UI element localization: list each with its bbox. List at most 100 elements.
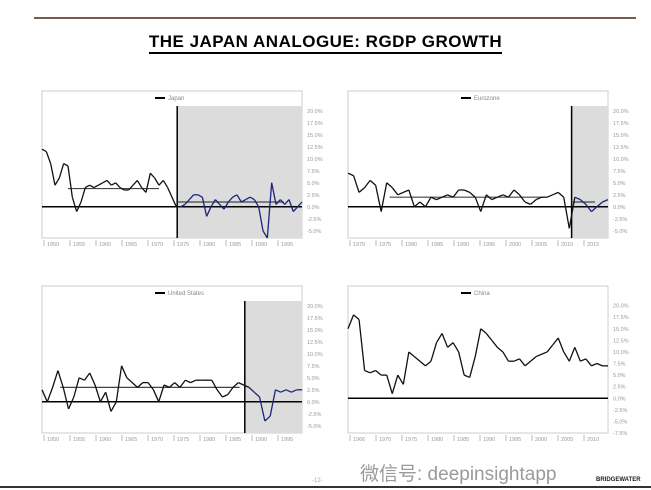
watermark: 微信号: deepinsightapp bbox=[360, 464, 557, 485]
series-segment bbox=[552, 337, 559, 346]
y-tick-label: 17.5% bbox=[613, 121, 629, 127]
series-segment bbox=[485, 194, 493, 201]
series-segment bbox=[50, 163, 56, 186]
y-tick-label: -5.0% bbox=[613, 419, 627, 425]
bottom-rule bbox=[0, 486, 651, 488]
series-segment bbox=[266, 182, 273, 239]
y-tick-label: 20.0% bbox=[613, 304, 629, 310]
chart-svg: Japan 20.0% 17.5% 15.0% 12.5% 10.0% 7.5% 5.0% 2.… bbox=[41, 90, 323, 248]
plot-frame bbox=[347, 285, 609, 434]
y-tick-label: 17.5% bbox=[613, 315, 629, 321]
series-segment bbox=[41, 389, 48, 403]
series-segment bbox=[275, 389, 282, 393]
series-segment bbox=[243, 384, 250, 388]
x-tick-label: 1975 bbox=[405, 437, 417, 443]
x-tick-label: 1980 bbox=[203, 242, 215, 248]
series-segment bbox=[98, 182, 103, 186]
y-tick-label: 17.5% bbox=[307, 121, 323, 127]
series-segment bbox=[502, 194, 509, 198]
series-segment bbox=[408, 189, 416, 208]
series-segment bbox=[435, 333, 443, 344]
x-tick-label: 2000 bbox=[509, 242, 521, 248]
series-segment bbox=[391, 374, 399, 394]
series-segment bbox=[590, 206, 598, 213]
series-segment bbox=[441, 333, 449, 348]
x-tick-label: 1970 bbox=[151, 242, 163, 248]
x-tick-label: 1975 bbox=[177, 437, 189, 443]
series-segment bbox=[238, 382, 244, 386]
series-segment bbox=[491, 339, 498, 348]
series-segment bbox=[518, 358, 526, 367]
series-segment bbox=[441, 194, 448, 198]
top-rule bbox=[34, 17, 636, 19]
series-segment bbox=[131, 382, 138, 388]
series-segment bbox=[463, 374, 470, 379]
y-tick-label: 20.0% bbox=[307, 109, 323, 115]
series-segment bbox=[236, 194, 242, 203]
series-segment bbox=[174, 382, 181, 388]
series-segment bbox=[45, 151, 52, 164]
series-segment bbox=[397, 191, 404, 196]
series-segment bbox=[530, 356, 537, 362]
y-tick-label: 17.5% bbox=[307, 316, 323, 322]
series-segment bbox=[347, 172, 354, 177]
series-segment bbox=[211, 379, 218, 391]
series-segment bbox=[167, 187, 173, 198]
series-segment bbox=[425, 360, 432, 367]
x-tick-label: 1985 bbox=[431, 242, 443, 248]
series-segment bbox=[89, 184, 95, 189]
series-segment bbox=[62, 387, 70, 410]
x-tick-label: 1965 bbox=[125, 242, 137, 248]
x-tick-label: 1970 bbox=[353, 242, 365, 248]
series-segment bbox=[137, 382, 144, 388]
series-segment bbox=[89, 372, 96, 386]
series-segment bbox=[110, 401, 117, 412]
x-tick-label: 1985 bbox=[229, 242, 241, 248]
series-segment bbox=[67, 165, 73, 198]
series-segment bbox=[580, 358, 587, 362]
series-segment bbox=[358, 319, 366, 371]
chart-japan: Japan 20.0% 17.5% 15.0% 12.5% 10.0% 7.5% 5.0% 2.… bbox=[37, 88, 337, 248]
series-segment bbox=[513, 358, 520, 362]
series-segment bbox=[73, 377, 80, 398]
series-segment bbox=[585, 204, 592, 212]
series-segment bbox=[85, 184, 90, 189]
series-segment bbox=[585, 358, 592, 367]
series-segment bbox=[463, 189, 470, 193]
series-segment bbox=[436, 196, 443, 201]
x-tick-label: 1950 bbox=[47, 437, 59, 443]
series-segment bbox=[264, 415, 271, 422]
x-tick-label: 1985 bbox=[457, 437, 469, 443]
series-segment bbox=[497, 194, 504, 198]
series-segment bbox=[248, 386, 255, 393]
y-tick-label: 7.5% bbox=[613, 362, 626, 368]
series-segment bbox=[402, 351, 410, 385]
series-segment bbox=[184, 199, 190, 205]
series-segment bbox=[41, 148, 47, 153]
series-segment bbox=[83, 372, 91, 381]
y-tick-label: 5.0% bbox=[613, 373, 626, 379]
series-segment bbox=[158, 384, 165, 402]
series-segment bbox=[369, 179, 377, 186]
series-segment bbox=[158, 179, 164, 186]
series-segment bbox=[227, 387, 234, 395]
series-segment bbox=[524, 201, 531, 205]
forecast-shading bbox=[571, 106, 608, 238]
series-segment bbox=[120, 365, 128, 379]
series-segment bbox=[111, 182, 116, 186]
series-segment bbox=[136, 180, 143, 188]
legend-label: Eurozone bbox=[474, 96, 500, 102]
chart-china: China 20.0% 17.5% 15.0% 12.5% 10.0% 7.5% 5.0% 2.… bbox=[343, 283, 643, 443]
y-tick-label: 10.0% bbox=[307, 352, 323, 358]
series-segment bbox=[201, 197, 208, 217]
series-segment bbox=[413, 201, 421, 208]
series-segment bbox=[249, 196, 255, 201]
series-segment bbox=[94, 384, 101, 402]
y-tick-label: 5.0% bbox=[307, 181, 320, 187]
y-tick-label: 0.0% bbox=[613, 396, 626, 402]
series-segment bbox=[269, 389, 277, 417]
series-segment bbox=[419, 360, 426, 367]
y-tick-label: 7.5% bbox=[307, 364, 320, 370]
series-segment bbox=[358, 187, 366, 193]
series-segment bbox=[80, 187, 86, 203]
